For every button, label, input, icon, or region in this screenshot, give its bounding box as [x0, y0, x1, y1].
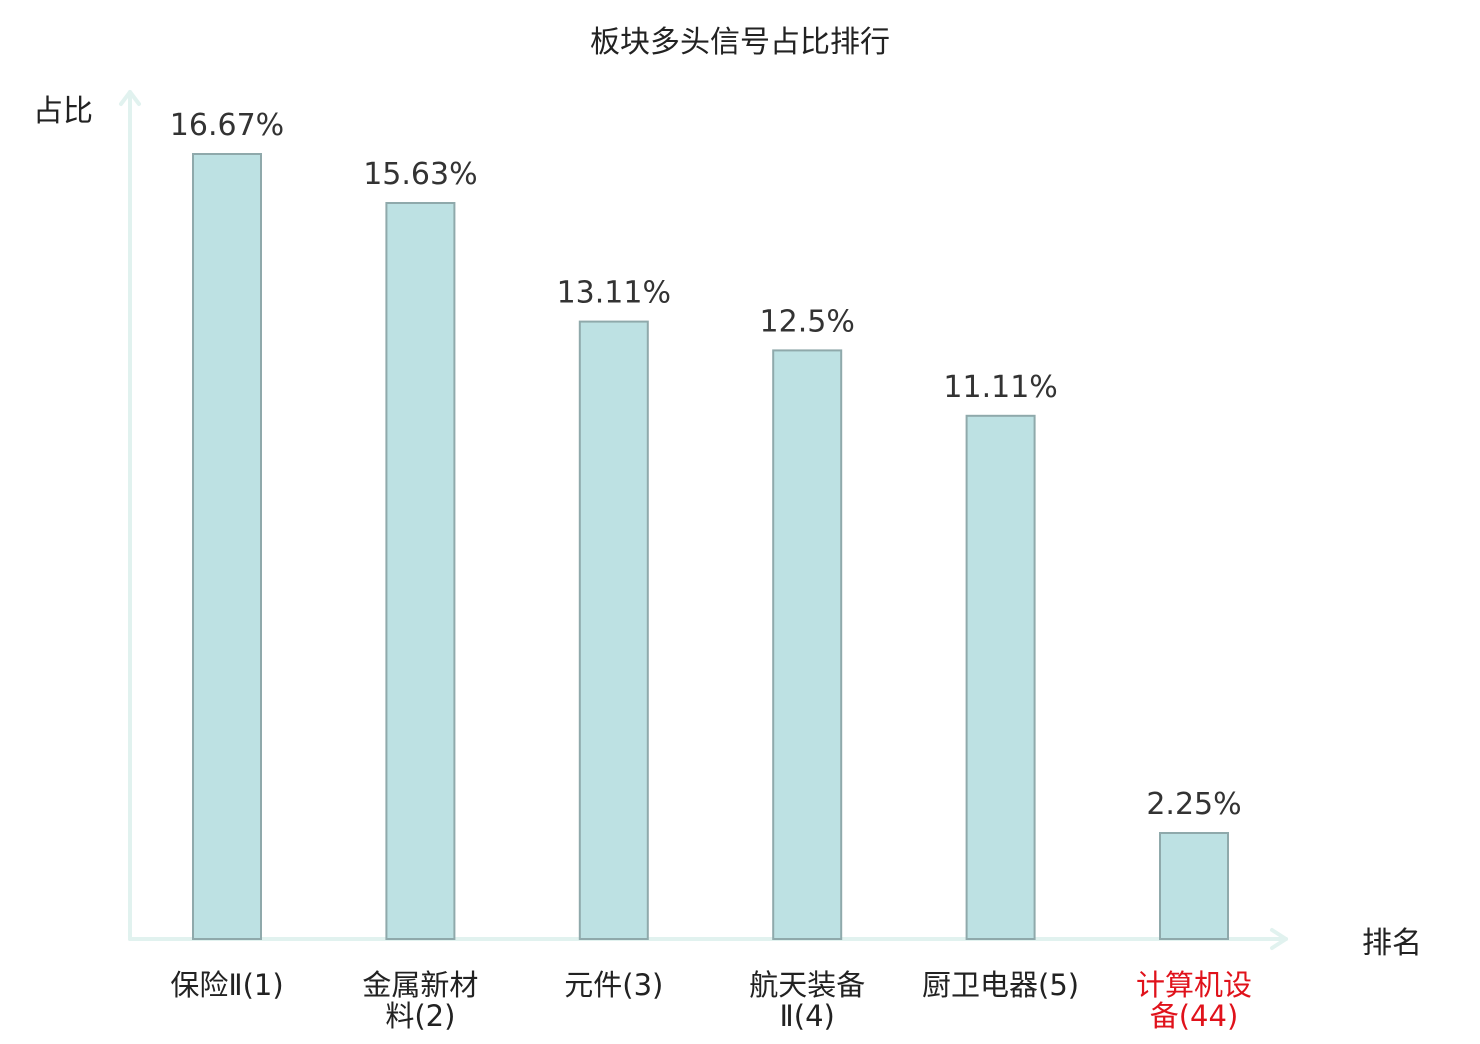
x-axis-label: 排名 — [1362, 926, 1422, 961]
category-label-4-line-2: Ⅱ(4) — [780, 999, 835, 1033]
value-labels-group: 16.67% 15.63% 13.11% 12.5% 11.11% 2.25% — [170, 108, 1242, 822]
bar-4 — [772, 349, 843, 940]
y-axis-arrow — [119, 90, 141, 106]
y-axis-label: 占比 — [33, 94, 93, 129]
bar-5 — [965, 414, 1036, 940]
value-label-2: 15.63% — [363, 157, 477, 192]
value-label-6: 2.25% — [1146, 787, 1241, 822]
category-label-1: 保险Ⅱ(1) — [170, 968, 283, 1002]
value-label-3: 13.11% — [557, 276, 671, 311]
bar-3 — [578, 320, 649, 941]
category-label-2-line-1: 金属新材 — [362, 968, 478, 1002]
category-label-6-line-1: 计算机设 — [1136, 968, 1252, 1002]
category-label-4-line-1: 航天装备 — [749, 968, 865, 1002]
category-label-2-line-2: 料(2) — [385, 999, 455, 1033]
category-label-6-line-2: 备(44) — [1150, 999, 1239, 1033]
category-label-3: 元件(3) — [564, 968, 663, 1002]
value-label-5: 11.11% — [943, 370, 1057, 405]
value-label-1: 16.67% — [170, 108, 284, 143]
axes — [119, 90, 1288, 950]
bar-6 — [1159, 832, 1229, 940]
chart-title: 板块多头信号占比排行 — [590, 25, 890, 60]
x-axis-arrow — [1270, 928, 1288, 950]
value-label-4: 12.5% — [760, 304, 855, 339]
category-label-5: 厨卫电器(5) — [922, 968, 1079, 1002]
bar-1 — [192, 153, 262, 940]
bars-group — [192, 153, 1229, 941]
bar-2 — [385, 202, 456, 940]
